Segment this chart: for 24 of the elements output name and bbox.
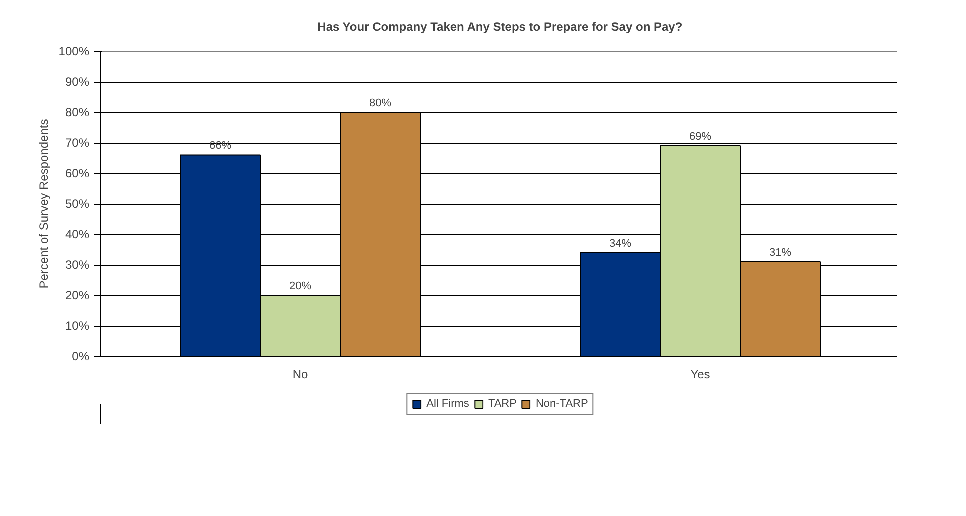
y-tick-label: 90% (65, 75, 90, 89)
y-tick-label: 50% (65, 197, 90, 211)
y-tick-label: 20% (65, 288, 90, 302)
y-tick-label: 70% (65, 136, 90, 150)
y-tick-label: 30% (65, 258, 90, 272)
y-tick-label: 100% (58, 44, 90, 58)
y-tick-label: 60% (65, 166, 90, 180)
data-label: 80% (369, 98, 392, 110)
x-tick-label: No (292, 368, 308, 382)
chart-title: Has Your Company Taken Any Steps to Prepare for Say on Pay? (318, 20, 683, 34)
y-tick-label: 0% (72, 350, 90, 364)
y-tick-label: 10% (65, 319, 90, 333)
x-tick-label: Yes (690, 368, 710, 382)
y-tick-label: 40% (65, 228, 90, 242)
data-label: 69% (689, 131, 712, 144)
data-label: 66% (209, 140, 232, 152)
legend-label: All Firms (426, 398, 470, 410)
legend-label: Non-TARP (536, 398, 588, 410)
legend-label: TARP (488, 398, 517, 410)
data-label: 20% (289, 280, 312, 292)
y-tick-label: 80% (65, 106, 90, 120)
y-axis-title: Percent of Survey Respondents (36, 119, 51, 289)
data-label: 31% (769, 246, 792, 259)
data-label: 34% (609, 238, 632, 250)
